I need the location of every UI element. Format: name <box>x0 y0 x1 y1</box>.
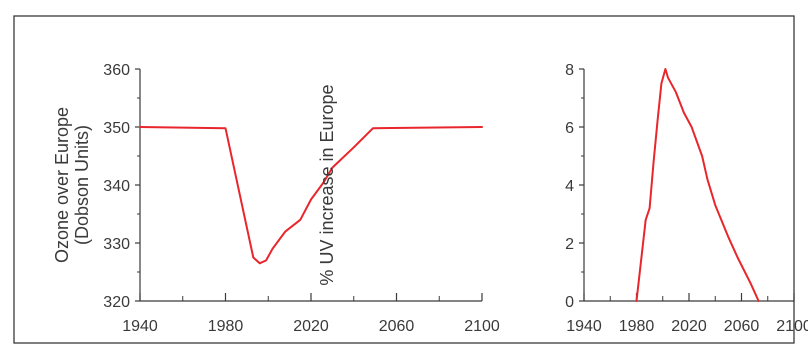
uv-chart: 0 2 4 6 8 1940 1980 2020 2060 2100 % UV increase i… <box>317 62 808 335</box>
y-tick-label: 4 <box>565 178 574 195</box>
x-tick-label: 1980 <box>208 318 244 335</box>
y-axis-title: Ozone over Europe <box>52 107 72 263</box>
x-tick-label: 2020 <box>293 318 329 335</box>
y-tick-label: 2 <box>565 236 574 253</box>
figure-frame <box>13 15 795 344</box>
uv-series-line <box>635 68 760 302</box>
ozone-series-line <box>139 126 483 265</box>
x-tick-label: 2020 <box>671 318 707 335</box>
x-tick-label: 2100 <box>776 318 808 335</box>
y-tick-label: 360 <box>103 62 130 79</box>
ozone-chart: 320 330 340 350 360 1940 1980 2020 2060 2100 Ozone… <box>52 62 500 335</box>
y-tick-label: 340 <box>103 178 130 195</box>
y-tick-label: 350 <box>103 120 130 137</box>
x-tick-label: 2100 <box>464 318 500 335</box>
x-tick-label: 1940 <box>122 318 158 335</box>
y-tick-label: 330 <box>103 236 130 253</box>
x-tick-label: 1940 <box>566 318 602 335</box>
x-tick-label: 1980 <box>619 318 655 335</box>
x-tick-label: 2060 <box>724 318 760 335</box>
y-tick-label: 320 <box>103 294 130 311</box>
y-tick-label: 0 <box>565 294 574 311</box>
y-tick-label: 6 <box>565 120 574 137</box>
y-tick-label: 8 <box>565 62 574 79</box>
y-axis-title: (Dobson Units) <box>72 125 92 245</box>
y-axis-title: % UV increase in Europe <box>317 84 337 285</box>
x-tick-label: 2060 <box>379 318 415 335</box>
